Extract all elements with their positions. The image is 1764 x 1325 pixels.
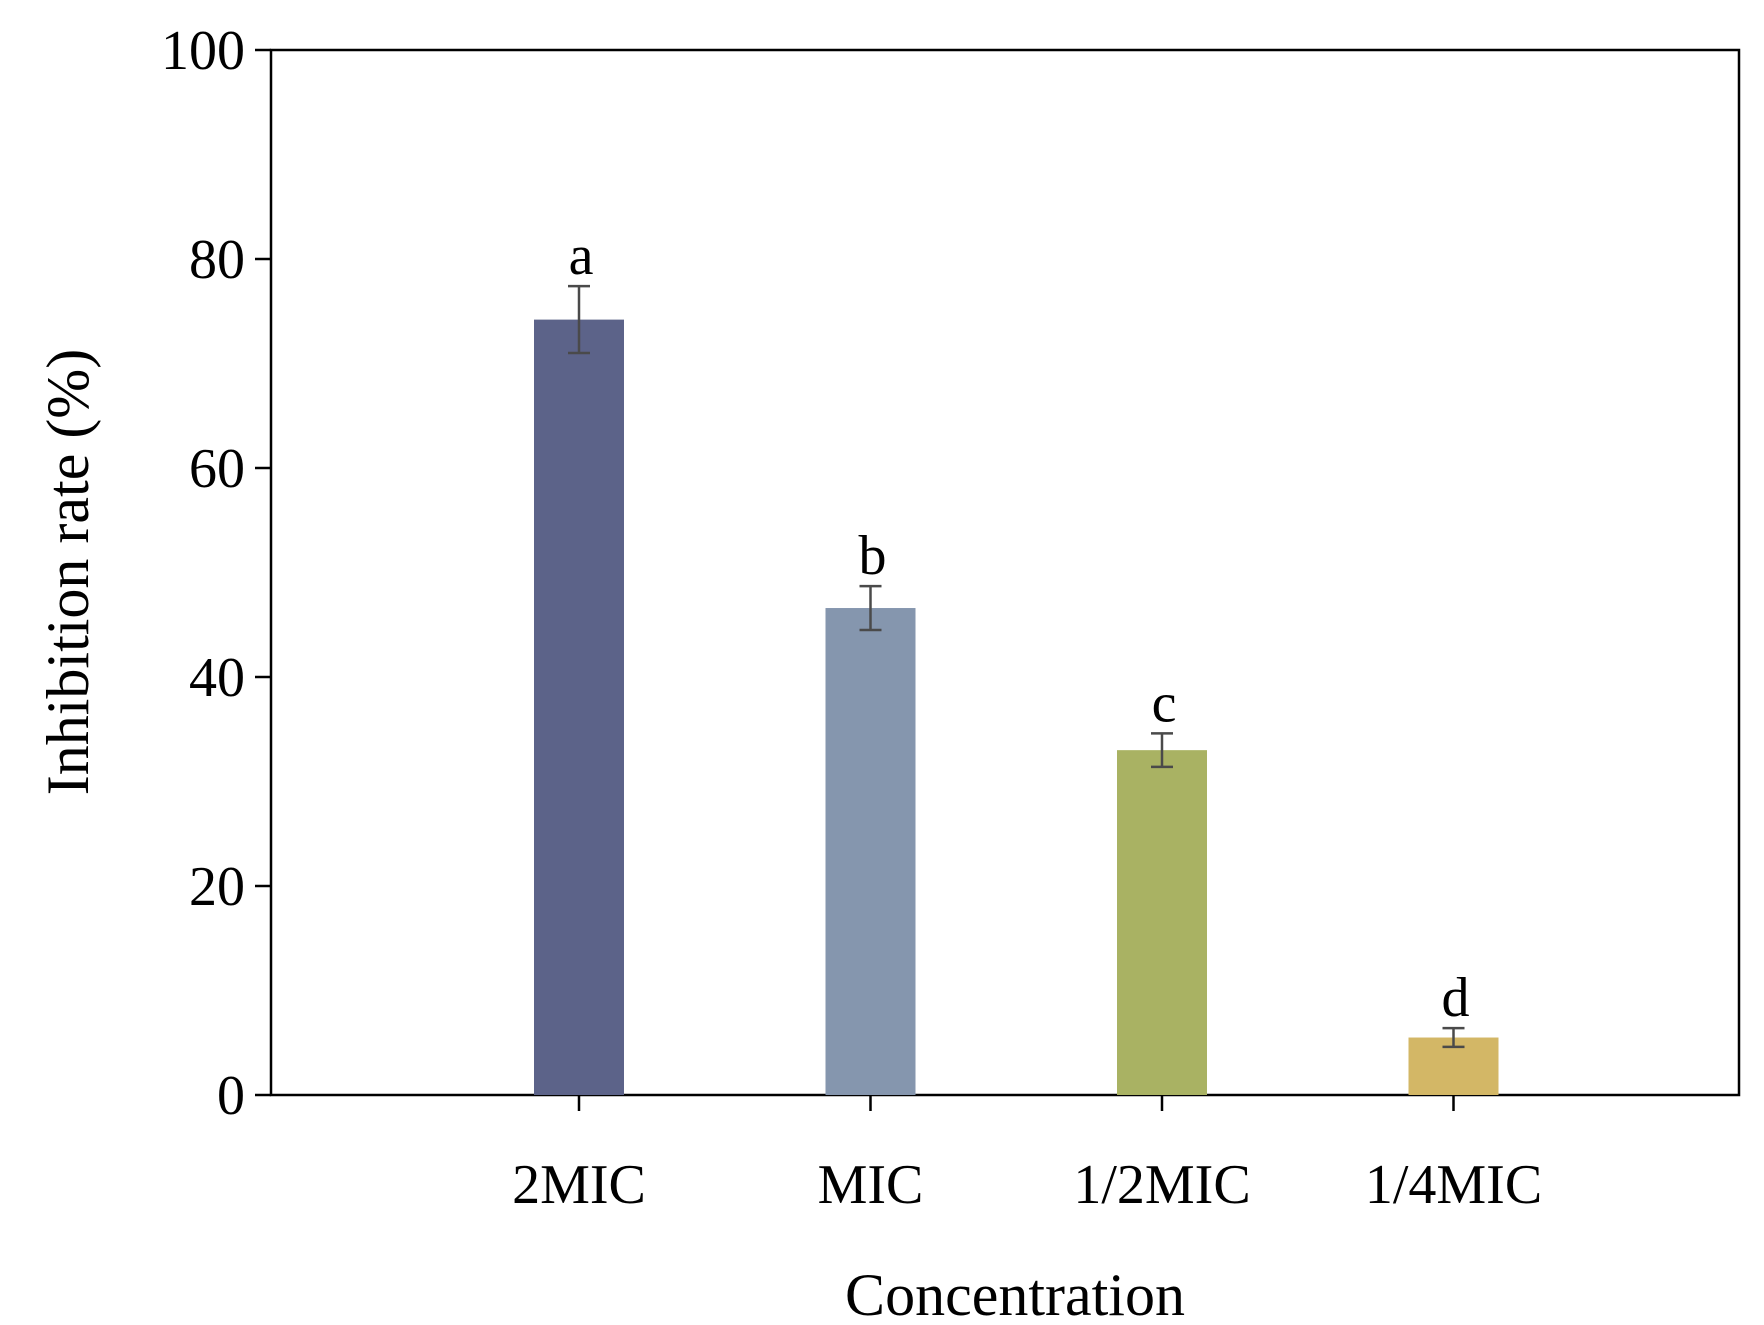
significance-letter: d: [1442, 967, 1470, 1029]
error-bars-group: [568, 284, 1465, 1049]
bars-group: [534, 319, 1499, 1095]
x-axis-title: Concentration: [845, 1262, 1185, 1325]
x-tick-label: MIC: [818, 1154, 924, 1216]
significance-letter: a: [569, 225, 594, 287]
error-bar: [568, 284, 590, 355]
y-axis-title: Inhibition rate (%): [35, 349, 101, 796]
error-bar: [1151, 732, 1173, 769]
y-tick-label: 40: [189, 647, 245, 709]
y-axis: 0 20 40 60 80 100: [161, 20, 271, 1127]
x-axis: 2MIC MIC 1/2MIC 1/4MIC: [512, 1095, 1542, 1216]
error-bar: [1442, 1026, 1465, 1049]
significance-letters-group: a b c d: [569, 225, 1470, 1029]
bar: [1117, 750, 1207, 1095]
x-tick-label: 1/4MIC: [1365, 1154, 1542, 1216]
y-tick-label: 60: [189, 438, 245, 500]
bar: [825, 608, 916, 1095]
y-tick-label: 0: [217, 1065, 245, 1127]
y-tick-label: 100: [161, 20, 245, 82]
significance-letter: c: [1152, 672, 1177, 734]
plot-frame: [269, 48, 1741, 1097]
y-tick-label: 80: [189, 229, 245, 291]
bar: [534, 319, 624, 1095]
significance-letter: b: [859, 525, 887, 587]
error-bar: [859, 584, 882, 632]
y-tick-label: 20: [189, 856, 245, 918]
x-tick-label: 2MIC: [512, 1154, 646, 1216]
x-tick-label: 1/2MIC: [1073, 1154, 1250, 1216]
